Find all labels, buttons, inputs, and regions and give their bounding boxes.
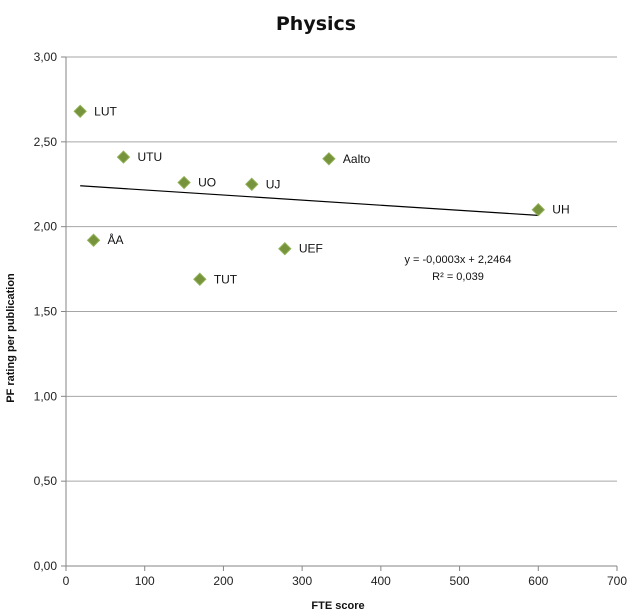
- axes: 0,00 0,50 1,00 1,50 2,00 2,50 3,00 0 100 200 300 40…: [34, 50, 628, 588]
- x-tick-label: 200: [213, 574, 233, 588]
- data-point-tut: [193, 272, 207, 286]
- x-tick-label: 300: [292, 574, 312, 588]
- y-tick-label: 1,00: [34, 389, 58, 403]
- x-tick-label: 500: [450, 574, 470, 588]
- trendline-r2: R² = 0,039: [432, 271, 484, 283]
- point-label: UH: [552, 203, 569, 217]
- data-point-uo: [177, 175, 191, 190]
- point-label: TUT: [214, 272, 238, 286]
- data-point-uj: [245, 177, 259, 191]
- point-label: ÅA: [108, 232, 124, 247]
- trendline-group: [80, 185, 539, 216]
- point-label: LUT: [94, 104, 117, 118]
- data-point-lut: [73, 104, 87, 119]
- y-tick-label: 1,50: [34, 305, 58, 319]
- data-points: LUT UTU UO UJ Aalto UH ÅA UEF TUT: [73, 104, 570, 286]
- y-tick-label: 3,00: [34, 50, 58, 64]
- x-tick-label: 0: [63, 574, 70, 588]
- point-label: Aalto: [343, 152, 371, 166]
- trendline-equation: y = -0,0003x + 2,2464: [404, 254, 511, 266]
- data-point-uef: [278, 242, 292, 256]
- point-label: UTU: [137, 150, 162, 164]
- x-tick-label: 400: [371, 574, 391, 588]
- data-point-åa: [86, 233, 101, 247]
- point-label: UO: [198, 176, 216, 190]
- y-tick-label: 2,50: [34, 135, 58, 149]
- point-label: UJ: [266, 177, 281, 191]
- x-axis-title: FTE score: [311, 600, 364, 612]
- y-tick-label: 0,00: [34, 559, 58, 573]
- x-tick-label: 100: [135, 574, 155, 588]
- data-point-uh: [531, 202, 545, 217]
- point-label: UEF: [299, 242, 323, 256]
- data-point-aalto: [322, 152, 336, 166]
- gridlines: [66, 56, 617, 482]
- data-point-utu: [116, 150, 131, 164]
- x-tick-label: 600: [528, 574, 548, 588]
- y-tick-label: 2,00: [34, 220, 58, 234]
- y-axis-title: PF rating per publication: [5, 273, 17, 403]
- x-tick-label: 700: [607, 574, 627, 588]
- chart-title: Physics: [276, 13, 356, 35]
- trendline: [80, 185, 539, 216]
- y-tick-label: 0,50: [34, 474, 58, 488]
